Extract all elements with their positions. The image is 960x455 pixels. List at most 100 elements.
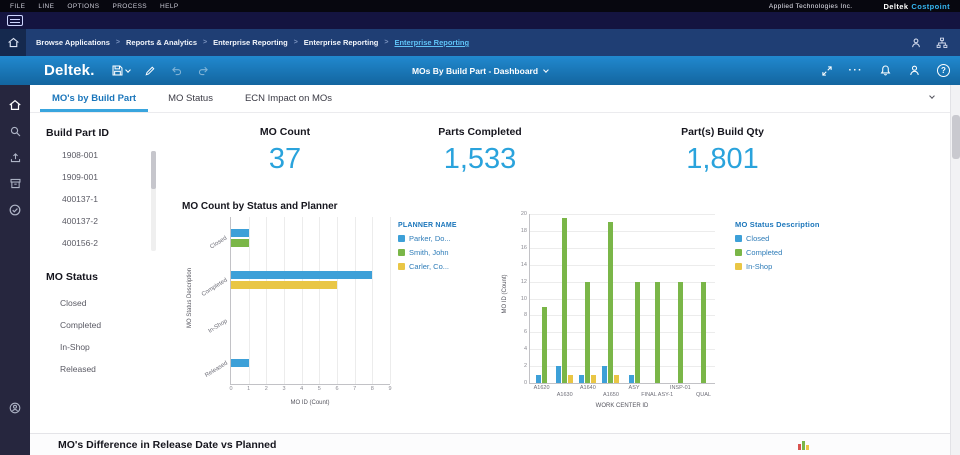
legend-swatch [398, 263, 405, 270]
bar-Completed[interactable] [654, 281, 660, 383]
menu-file[interactable]: FILE [10, 2, 26, 10]
archive-nav-icon[interactable] [9, 177, 22, 190]
breadcrumb-item-current[interactable]: Enterprise Reporting [394, 38, 470, 47]
build-part-scrollbar-thumb[interactable] [151, 151, 156, 189]
user-icon[interactable] [910, 37, 922, 49]
bar-Completed[interactable] [562, 218, 568, 383]
tab-mos-by-build-part[interactable]: MO's by Build Part [36, 85, 152, 112]
category-label: Released [203, 360, 229, 380]
legend-item[interactable]: Carler, Co... [398, 262, 457, 271]
bar-Parker, Do...[interactable] [231, 228, 249, 237]
legend-item[interactable]: Smith, John [398, 248, 457, 257]
search-nav-icon[interactable] [9, 125, 22, 138]
deltek-logo: Deltek. [44, 62, 95, 79]
bar-In-Shop[interactable] [568, 374, 574, 383]
menu-line[interactable]: LINE [38, 2, 55, 10]
build-part-item[interactable]: 400137-1 [62, 194, 98, 204]
mo-status-item[interactable]: Released [60, 364, 96, 374]
gridline [530, 247, 715, 249]
legend-label: Parker, Do... [409, 234, 451, 243]
legend-item[interactable]: In-Shop [735, 262, 820, 271]
legend-swatch [735, 249, 742, 256]
planner-chart-legend: PLANNER NAME Parker, Do... Smith, John C… [398, 222, 457, 271]
menu-options[interactable]: OPTIONS [67, 2, 100, 10]
user-badge-icon[interactable] [8, 401, 22, 415]
tab-ecn-impact[interactable]: ECN Impact on MOs [244, 93, 333, 104]
gridline [266, 217, 268, 384]
home-nav-icon[interactable] [8, 98, 22, 112]
workcenter-chart-ylabel: MO ID (Count) [502, 274, 508, 314]
gridline [354, 217, 356, 384]
export-nav-icon[interactable] [9, 151, 22, 164]
tabs-overflow-icon[interactable] [929, 93, 935, 99]
bar-Closed[interactable] [536, 374, 542, 383]
redo-icon[interactable] [197, 64, 210, 77]
bar-Completed[interactable] [677, 281, 683, 383]
bar-Parker, Do...[interactable] [231, 359, 249, 368]
build-part-filter-title: Build Part ID [46, 127, 110, 139]
bar-In-Shop[interactable] [614, 374, 620, 383]
bar-Completed[interactable] [585, 281, 591, 383]
menu-help[interactable]: HELP [160, 2, 179, 10]
x-tick-label: 9 [388, 386, 392, 392]
build-part-item[interactable]: 1909-001 [62, 172, 98, 182]
breadcrumb-item[interactable]: Enterprise Reporting [213, 38, 288, 47]
x-tick-label: 7 [353, 386, 357, 392]
y-tick-label: 0 [523, 380, 527, 386]
dashboard-title-menu[interactable]: MOs By Build Part - Dashboard [412, 66, 549, 76]
y-tick-label: 8 [523, 312, 527, 319]
legend-item[interactable]: Closed [735, 234, 820, 243]
category-label: INSP-01 [669, 385, 691, 391]
build-part-item[interactable]: 400156-2 [62, 238, 98, 248]
bar-Closed[interactable] [556, 366, 562, 383]
undo-icon[interactable] [170, 64, 183, 77]
help-icon[interactable]: ? [937, 64, 950, 77]
notifications-icon[interactable] [879, 64, 892, 77]
planner-chart-ylabel: MO Status Description [187, 267, 193, 329]
approve-nav-icon[interactable] [8, 203, 22, 217]
breadcrumb-separator: > [203, 39, 208, 46]
mo-status-item[interactable]: Completed [60, 320, 102, 330]
bar-Carler, Co...[interactable] [231, 280, 337, 289]
mo-status-item[interactable]: In-Shop [60, 342, 90, 352]
bar-Smith, John[interactable] [231, 238, 249, 247]
menu-process[interactable]: PROCESS [112, 2, 148, 10]
bar-Completed[interactable] [700, 281, 706, 383]
save-icon[interactable] [111, 64, 131, 77]
bottom-section-header[interactable]: MO's Difference in Release Date vs Plann… [30, 433, 950, 455]
y-tick-label: 2 [523, 363, 527, 370]
build-part-scrollbar[interactable] [151, 151, 156, 251]
bar-Closed[interactable] [602, 366, 608, 383]
section-chart-icon[interactable] [798, 440, 809, 450]
bar-Closed[interactable] [628, 374, 634, 383]
bar-Closed[interactable] [579, 374, 585, 383]
edit-icon[interactable] [144, 65, 156, 77]
org-chart-icon[interactable] [936, 37, 948, 49]
breadcrumb: Browse Applications > Reports & Analytic… [36, 38, 469, 47]
profile-icon[interactable] [908, 64, 921, 77]
bar-Completed[interactable] [608, 222, 614, 383]
breadcrumb-item[interactable]: Browse Applications [36, 38, 110, 47]
breadcrumb-item[interactable]: Enterprise Reporting [303, 38, 379, 47]
bar-Completed[interactable] [634, 281, 640, 383]
tab-mo-status[interactable]: MO Status [168, 93, 213, 104]
build-part-item[interactable]: 400137-2 [62, 216, 98, 226]
x-tick-label: 8 [370, 386, 374, 392]
bar-In-Shop[interactable] [591, 374, 597, 383]
legend-item[interactable]: Parker, Do... [398, 234, 457, 243]
page-scrollbar[interactable] [950, 85, 960, 455]
more-icon[interactable]: ··· [848, 65, 863, 76]
legend-item[interactable]: Completed [735, 248, 820, 257]
costpoint-app-icon[interactable] [7, 15, 23, 26]
kpi-build-qty: Part(s) Build Qty 1,801 [625, 126, 820, 176]
page-scrollbar-thumb[interactable] [952, 115, 960, 159]
mo-status-item[interactable]: Closed [60, 298, 87, 308]
breadcrumb-item[interactable]: Reports & Analytics [126, 38, 197, 47]
expand-icon[interactable] [821, 65, 833, 77]
build-part-item[interactable]: 1908-001 [62, 150, 98, 160]
bar-Completed[interactable] [542, 306, 548, 383]
bar-Parker, Do...[interactable] [231, 270, 373, 279]
home-icon[interactable] [0, 29, 26, 56]
legend-title: PLANNER NAME [398, 222, 457, 229]
